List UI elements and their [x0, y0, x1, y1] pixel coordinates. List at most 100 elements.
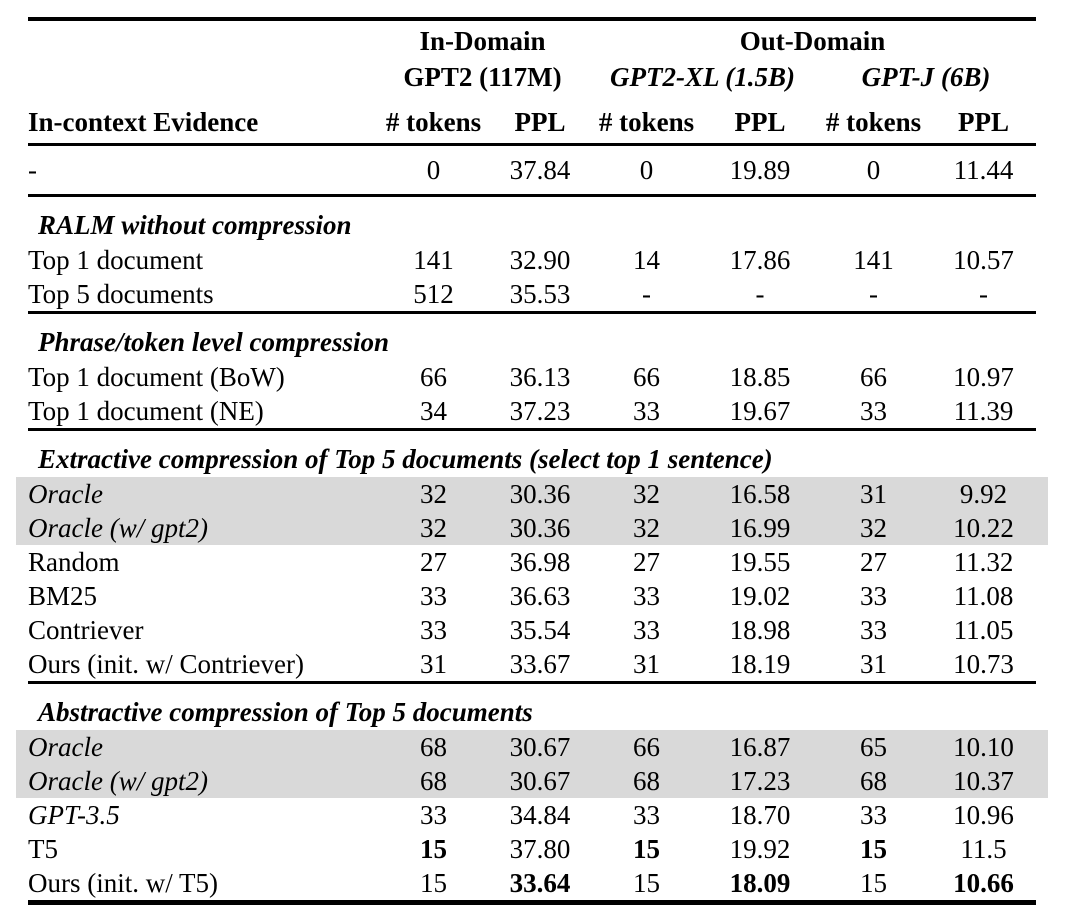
section-title: RALM without compression [38, 209, 352, 240]
ppl-cell: 10.66 [953, 867, 1014, 898]
tokens-cell: 0 [639, 154, 654, 185]
table-row: Oracle 32 30.36 32 16.58 31 9.92 [28, 477, 1036, 511]
tokens-cell: 15 [860, 833, 887, 864]
tokens-cell: 32 [860, 512, 887, 543]
tokens-cell: 27 [420, 546, 447, 577]
tokens-cell: 27 [633, 546, 660, 577]
section-title-row: Phrase/token level compression [28, 313, 1036, 361]
ppl-cell: 11.08 [953, 580, 1014, 611]
model-gpt2-xl: GPT2-XL (1.5B) [610, 61, 795, 92]
table-header: In-Domain Out-Domain GPT2 (117M) GPT2-XL… [28, 19, 1036, 145]
section-title-row: Extractive compression of Top 5 document… [28, 430, 1036, 478]
row-label-cell: Contriever [28, 614, 144, 645]
ppl-cell: - [979, 278, 988, 309]
table-row: Oracle (w/ gpt2) 68 30.67 68 17.23 68 10.37 [28, 764, 1036, 798]
tokens-cell: 15 [420, 833, 447, 864]
row-label-cell: GPT-3.5 [28, 799, 120, 830]
row-label-cell: - [28, 154, 37, 185]
column-header-row: In-context Evidence # tokens PPL # token… [28, 93, 1036, 145]
tokens-cell: 32 [633, 478, 660, 509]
ppl-cell: 17.23 [729, 765, 791, 796]
ppl-cell: 19.92 [729, 833, 791, 864]
row-label-cell: BM25 [28, 580, 98, 611]
group-out-domain: Out-Domain [739, 25, 886, 56]
baseline-section: - 0 37.84 0 19.89 0 11.44 [28, 145, 1036, 196]
ppl-cell: 30.67 [509, 731, 571, 762]
paper-table-figure: In-Domain Out-Domain GPT2 (117M) GPT2-XL… [28, 17, 1036, 905]
ppl-cell: 16.58 [729, 478, 791, 509]
ppl-cell: 16.99 [729, 512, 791, 543]
model-gpt2: GPT2 (117M) [403, 61, 562, 92]
row-label-cell: Top 1 document (BoW) [28, 361, 285, 392]
ppl-cell: 18.70 [729, 799, 791, 830]
tokens-cell: 141 [413, 244, 454, 275]
table-row: Top 1 document (NE) 34 37.23 33 19.67 33 11.39 [28, 394, 1036, 430]
tokens-cell: 512 [413, 278, 454, 309]
section-title-row: Abstractive compression of Top 5 documen… [28, 683, 1036, 731]
ppl-cell: 34.84 [509, 799, 571, 830]
tokens-cell: 31 [420, 648, 447, 679]
table-row: Oracle (w/ gpt2) 32 30.36 32 16.99 32 10.22 [28, 511, 1036, 545]
row-label-cell: Oracle [28, 730, 376, 764]
tokens-cell: 33 [420, 799, 447, 830]
ppl-column-header: PPL [514, 106, 566, 137]
table-row: - 0 37.84 0 19.89 0 11.44 [28, 145, 1036, 196]
tokens-cell: 68 [633, 765, 660, 796]
tokens-cell: 33 [633, 395, 660, 426]
row-label-cell: Ours (init. w/ Contriever) [28, 648, 304, 679]
section-title-row: RALM without compression [28, 196, 1036, 244]
row-label-cell: Oracle (w/ gpt2) [28, 511, 376, 545]
tokens-cell: 31 [633, 648, 660, 679]
tokens-cell: 32 [420, 478, 447, 509]
table-row: Contriever 33 35.54 33 18.98 33 11.05 [28, 613, 1036, 647]
tokens-cell: 33 [860, 395, 887, 426]
ppl-cell: 11.44 [953, 154, 1014, 185]
results-table: In-Domain Out-Domain GPT2 (117M) GPT2-XL… [28, 17, 1036, 905]
model-gpt-j: GPT-J (6B) [861, 61, 991, 92]
ppl-cell: 10.57 [953, 244, 1014, 275]
ppl-cell: 30.36 [509, 512, 571, 543]
tokens-cell: 65 [860, 731, 887, 762]
tokens-cell: 66 [420, 361, 447, 392]
tokens-cell: 33 [860, 580, 887, 611]
table-section: Extractive compression of Top 5 document… [28, 430, 1036, 683]
tokens-cell: 33 [860, 614, 887, 645]
table-row: Top 5 documents 512 35.53 - - - - [28, 277, 1036, 313]
ppl-cell: 37.23 [509, 395, 571, 426]
ppl-cell: 19.67 [729, 395, 791, 426]
ppl-cell: 33.64 [509, 867, 571, 898]
ppl-cell: 11.05 [953, 614, 1014, 645]
ppl-cell: 37.80 [509, 833, 571, 864]
row-label-cell: Top 1 document [28, 244, 204, 275]
tokens-cell: 31 [860, 648, 887, 679]
tokens-cell: 33 [633, 614, 660, 645]
tokens-cell: 33 [633, 580, 660, 611]
tokens-column-header: # tokens [825, 106, 922, 137]
tokens-cell: 0 [866, 154, 881, 185]
ppl-cell: 35.53 [509, 278, 571, 309]
table-row: Top 1 document 141 32.90 14 17.86 141 10.57 [28, 243, 1036, 277]
ppl-cell: 11.32 [953, 546, 1014, 577]
ppl-cell: 11.5 [960, 833, 1007, 864]
ppl-cell: 33.67 [509, 648, 571, 679]
group-header-row: In-Domain Out-Domain [28, 19, 1036, 61]
tokens-cell: - [642, 278, 651, 309]
ppl-cell: - [755, 278, 765, 309]
tokens-cell: 27 [860, 546, 887, 577]
table-row: Ours (init. w/ T5) 15 33.64 15 18.09 15 10.66 [28, 866, 1036, 903]
evidence-column-header: In-context Evidence [28, 106, 259, 137]
ppl-cell: 30.36 [509, 478, 571, 509]
empty-header-cell [28, 61, 376, 93]
row-label-cell: Top 1 document (NE) [28, 395, 264, 426]
tokens-cell: 33 [633, 799, 660, 830]
table-row: Top 1 document (BoW) 66 36.13 66 18.85 66 10.9… [28, 360, 1036, 394]
row-label-cell: Oracle [28, 477, 376, 511]
ppl-cell: 16.87 [729, 731, 791, 762]
ppl-cell: 18.98 [729, 614, 791, 645]
ppl-cell: 36.13 [509, 361, 571, 392]
ppl-cell: 18.09 [729, 867, 791, 898]
ppl-cell: 17.86 [729, 244, 791, 275]
row-label-cell: Ours (init. w/ T5) [28, 867, 218, 898]
ppl-cell: 37.84 [509, 154, 571, 185]
section-title: Extractive compression of Top 5 document… [38, 443, 773, 474]
